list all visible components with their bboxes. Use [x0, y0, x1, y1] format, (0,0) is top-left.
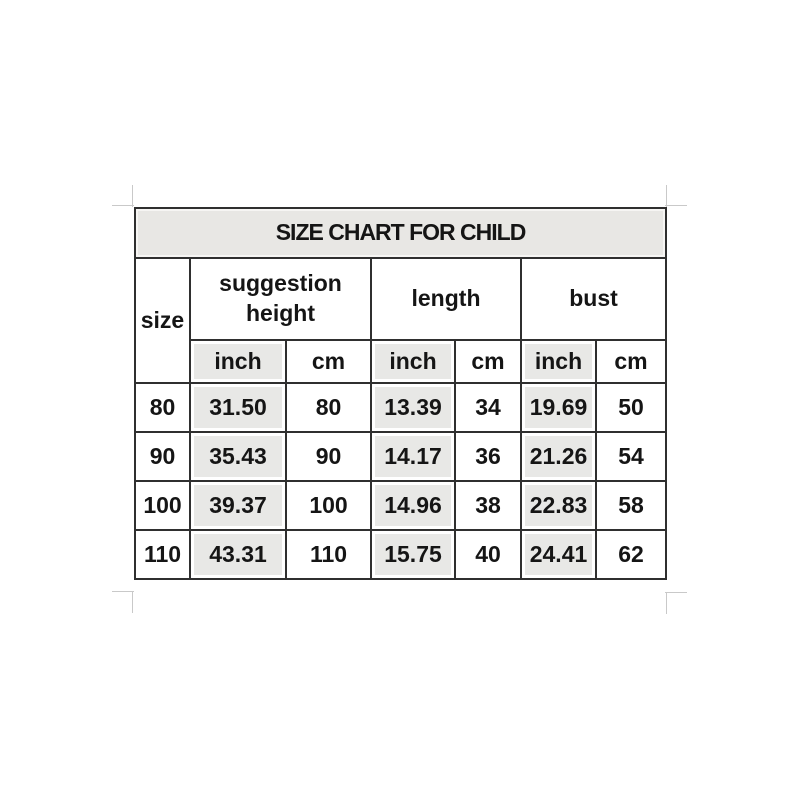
table-row: 100 39.37 100 14.96 38 22.83 58: [134, 480, 668, 531]
table-cell: 21.26: [520, 431, 597, 482]
gridline-tick-bottom-left-h: [112, 591, 134, 592]
gridline-tick-bottom-right-v: [666, 592, 667, 614]
table-row: 90 35.43 90 14.17 36 21.26 54: [134, 431, 668, 482]
column-group-suggestion-height: suggestion height: [189, 257, 372, 341]
gridline-tick-top-left-h: [112, 205, 134, 206]
table-cell: 14.96: [370, 480, 456, 531]
table-cell: 90: [134, 431, 191, 482]
table-cell: 110: [285, 529, 372, 580]
gridline-tick-bottom-left-v: [132, 591, 133, 613]
table-cell: 14.17: [370, 431, 456, 482]
table-cell: 31.50: [189, 382, 287, 433]
table-cell: 39.37: [189, 480, 287, 531]
table-cell: 15.75: [370, 529, 456, 580]
subheader-length-cm: cm: [454, 339, 522, 384]
table-cell: 58: [594, 480, 668, 531]
table-cell: 22.83: [520, 480, 597, 531]
table-cell: 62: [594, 529, 668, 580]
table-cell: 36: [454, 431, 522, 482]
table-title: SIZE CHART FOR CHILD: [133, 207, 668, 259]
table-cell: 34: [454, 382, 522, 433]
gridline-tick-top-right-v: [666, 185, 667, 207]
subheader-suggestion-height-inch: inch: [189, 339, 287, 384]
column-group-bust: bust: [519, 257, 668, 341]
size-chart-table: SIZE CHART FOR CHILD size suggestion hei…: [133, 207, 668, 580]
subheader-bust-inch: inch: [520, 339, 597, 384]
table-cell: 54: [594, 431, 668, 482]
table-cell: 19.69: [520, 382, 597, 433]
table-cell: 90: [285, 431, 372, 482]
table-row: 80 31.50 80 13.39 34 19.69 50: [134, 382, 668, 433]
table-cell: 80: [134, 382, 191, 433]
gridline-tick-top-right-h: [665, 205, 687, 206]
gridline-tick-bottom-right-h: [665, 592, 687, 593]
table-cell: 38: [454, 480, 522, 531]
table-cell: 40: [454, 529, 522, 580]
subheader-suggestion-height-cm: cm: [285, 339, 372, 384]
table-cell: 100: [285, 480, 372, 531]
subheader-length-inch: inch: [370, 339, 456, 384]
table-cell: 100: [134, 480, 191, 531]
table-cell: 80: [285, 382, 372, 433]
table-cell: 50: [594, 382, 668, 433]
table-cell: 13.39: [370, 382, 456, 433]
column-group-length: length: [370, 257, 522, 341]
table-cell: 24.41: [520, 529, 597, 580]
subheader-bust-cm: cm: [594, 339, 668, 384]
table-cell: 43.31: [189, 529, 287, 580]
table-cell: 110: [134, 529, 191, 580]
table-row: 110 43.31 110 15.75 40 24.41 62: [134, 529, 668, 580]
column-header-size: size: [134, 257, 191, 384]
table-cell: 35.43: [189, 431, 287, 482]
gridline-tick-top-left-v: [132, 185, 133, 207]
